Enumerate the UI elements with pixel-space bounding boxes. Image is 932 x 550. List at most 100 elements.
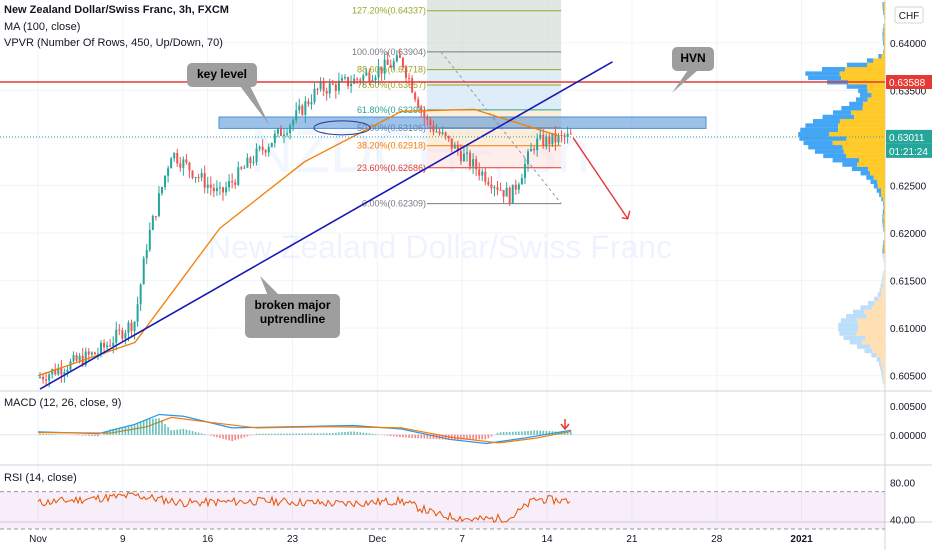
candle-body [551, 133, 554, 145]
volume-bar-yellow [874, 301, 885, 306]
candle-body [432, 125, 435, 132]
candle-body [411, 78, 414, 93]
candle-body [69, 361, 72, 370]
candle-body [289, 125, 292, 134]
candle-body [380, 67, 383, 74]
volume-bar-blue [881, 279, 883, 284]
volume-bar-blue [866, 175, 874, 180]
volume-bar-blue [881, 374, 884, 380]
macd-histogram-bar [234, 434, 236, 441]
macd-histogram-bar [524, 431, 526, 435]
volume-bar-yellow [866, 62, 885, 68]
watermark-name: New Zealand Dollar/Swiss Franc [208, 229, 672, 265]
macd-histogram-bar [478, 434, 480, 440]
candle-body [514, 184, 517, 190]
macd-histogram-bar [371, 433, 374, 435]
macd-histogram-bar [127, 426, 130, 435]
volume-bar-yellow [838, 123, 885, 128]
macd-histogram-bar [225, 434, 227, 440]
candle-body [301, 105, 304, 115]
volume-bar-yellow [862, 101, 885, 107]
countdown-tag-bg [886, 143, 932, 158]
volume-bar-yellow [884, 23, 885, 29]
volume-bar-yellow [883, 49, 885, 55]
volume-bar-blue [805, 123, 839, 128]
volume-bar-blue [838, 322, 859, 328]
macd-histogram-bar [179, 429, 182, 435]
volume-bar-blue [882, 210, 884, 215]
candle-body [96, 353, 99, 355]
volume-bar-blue [883, 257, 884, 263]
macd-histogram-bar [286, 433, 288, 435]
macd-histogram-bar [246, 434, 249, 437]
fib-level-label: 127.20%(0.64337) [352, 6, 426, 16]
volume-bar-blue [880, 366, 883, 371]
macd-histogram-bar [103, 433, 105, 435]
projection-arrow-head [621, 210, 631, 220]
macd-histogram-bar [112, 428, 114, 435]
candle-body [176, 152, 179, 164]
candle-body [554, 133, 557, 143]
macd-histogram-bar [118, 427, 121, 435]
candle-body [39, 376, 41, 378]
trendline-note-text: broken major [254, 298, 330, 312]
fib-zone-upper [427, 0, 562, 70]
macd-histogram-bar [264, 433, 267, 435]
volume-bar-yellow [842, 145, 885, 150]
macd-histogram-bar [515, 431, 517, 435]
volume-bar-blue [876, 357, 881, 362]
volume-bar-yellow [858, 327, 885, 332]
macd-histogram-bar [402, 434, 404, 438]
macd-histogram-bar [539, 430, 541, 435]
fib-level-label: 78.60%(0.63557) [357, 80, 426, 90]
macd-histogram-bar [94, 434, 96, 437]
candle-body [243, 167, 246, 169]
volume-bar-yellow [883, 275, 885, 280]
macd-histogram-bar [231, 434, 233, 442]
volume-bar-blue [799, 136, 847, 141]
macd-histogram-bar [310, 433, 313, 435]
volume-bar-yellow [882, 366, 885, 371]
candle-body [523, 164, 526, 179]
macd-histogram-bar [216, 434, 218, 438]
macd-histogram-bar [173, 429, 175, 435]
volume-bar-blue [823, 153, 847, 159]
macd-histogram-bar [521, 431, 523, 435]
fib-level-label: 100.00%(0.63904) [352, 47, 426, 57]
candle-body [444, 132, 447, 136]
candle-body [450, 138, 453, 149]
macd-histogram-bar [444, 434, 447, 440]
volume-bar-yellow [881, 361, 885, 367]
volume-bar-blue [878, 361, 882, 367]
candle-body [255, 148, 258, 163]
macd-signal-line [37, 416, 572, 444]
candle-body [48, 374, 51, 381]
candle-body [490, 184, 493, 189]
macd-histogram-bar [84, 434, 87, 436]
macd-histogram-bar [115, 428, 118, 435]
price-tag-current-bg [886, 129, 932, 144]
macd-histogram-bar [289, 433, 291, 435]
macd-histogram-bar [255, 433, 258, 435]
currency-badge: CHF [899, 11, 920, 22]
macd-histogram-bar [557, 431, 560, 435]
candle-body [517, 184, 520, 190]
macd-histogram-bar [502, 432, 505, 435]
candle-body [453, 144, 456, 149]
candle-body [423, 110, 426, 118]
macd-histogram-bar [447, 434, 450, 440]
volume-bar-yellow [882, 279, 885, 284]
macd-histogram-bar [194, 431, 197, 435]
candle-body [414, 92, 417, 100]
candle-body [154, 216, 157, 218]
candle-body [118, 329, 121, 331]
volume-bar-blue [814, 149, 844, 154]
candle-body [54, 369, 57, 375]
volume-bar-yellow [883, 32, 885, 37]
macd-histogram-bar [237, 434, 240, 440]
candle-body [511, 184, 514, 204]
candle-body [164, 175, 167, 188]
volume-bar-blue [822, 67, 845, 72]
